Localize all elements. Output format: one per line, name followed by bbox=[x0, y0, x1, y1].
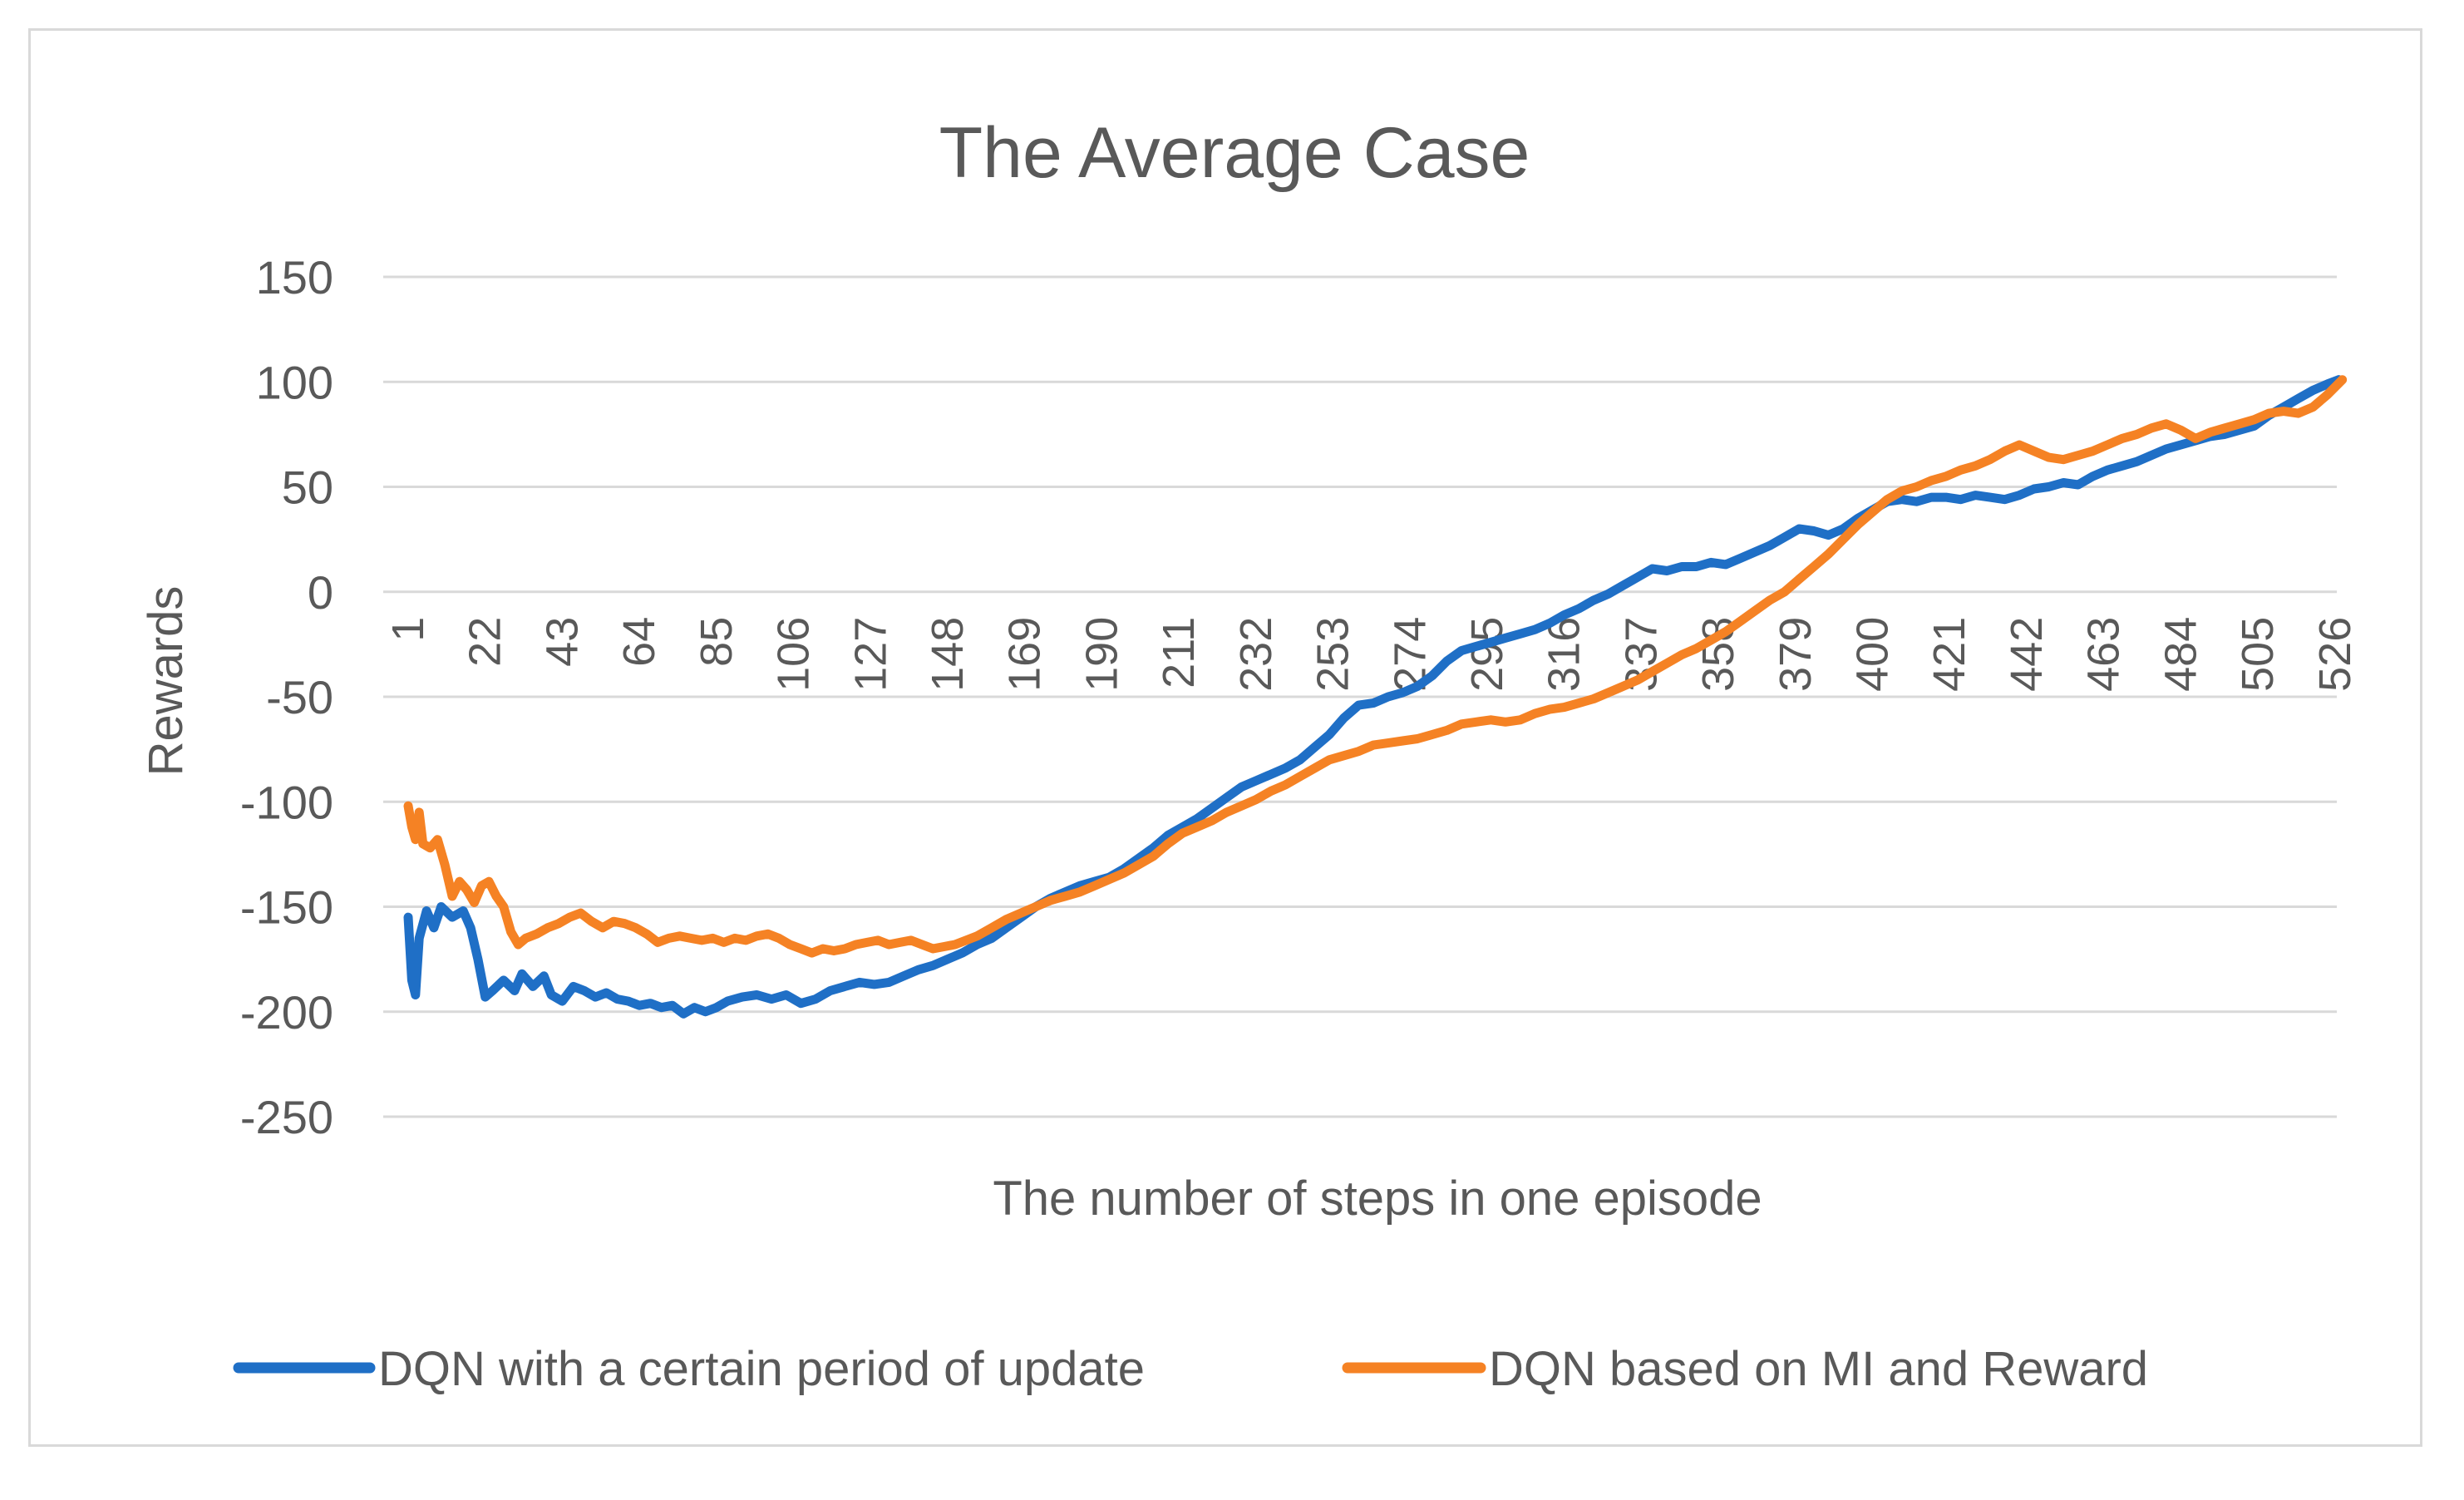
x-tick-label: 505 bbox=[2233, 617, 2283, 692]
x-tick-label: 1 bbox=[383, 617, 433, 642]
x-axis-label: The number of steps in one episode bbox=[993, 1172, 1762, 1226]
x-tick-label: 169 bbox=[1000, 617, 1050, 692]
x-tick-label: 421 bbox=[1924, 617, 1974, 692]
y-tick-label: 50 bbox=[282, 461, 333, 514]
x-tick-label: 442 bbox=[2002, 617, 2052, 692]
y-axis-tick-labels: 150 100 50 0 -50 -100 -150 -200 -250 bbox=[240, 251, 333, 1143]
series-line-1 bbox=[403, 375, 2343, 1019]
y-tick-label: -100 bbox=[240, 776, 333, 828]
x-tick-label: 232 bbox=[1231, 617, 1281, 692]
legend: DQN with a certain period of update DQN … bbox=[233, 1342, 2148, 1396]
y-tick-label: 100 bbox=[256, 356, 333, 408]
y-axis-label: Rewards bbox=[139, 586, 193, 777]
x-tick-label: 253 bbox=[1308, 617, 1358, 692]
x-tick-label: 295 bbox=[1462, 617, 1512, 692]
x-tick-label: 127 bbox=[845, 617, 895, 692]
legend-label-series-1: DQN with a certain period of update bbox=[378, 1342, 1145, 1396]
x-tick-label: 316 bbox=[1540, 617, 1589, 692]
y-tick-label: -250 bbox=[240, 1091, 333, 1143]
chart-title: The Average Case bbox=[939, 113, 1530, 193]
x-tick-label: 400 bbox=[1848, 617, 1898, 692]
x-tick-label: 463 bbox=[2079, 617, 2129, 692]
x-tick-label: 22 bbox=[461, 617, 510, 667]
y-tick-label: -150 bbox=[240, 881, 333, 934]
x-tick-label: 526 bbox=[2310, 617, 2360, 692]
series-line-2 bbox=[403, 375, 2348, 958]
x-axis-tick-labels: 1 22 43 64 85 106 127 148 169 190 211 232 253 274 295 3… bbox=[383, 617, 2360, 692]
legend-label-series-2: DQN based on MI and Reward bbox=[1489, 1342, 2148, 1396]
x-tick-label: 190 bbox=[1077, 617, 1126, 692]
x-tick-label: 148 bbox=[923, 617, 973, 692]
y-tick-label: 150 bbox=[256, 251, 333, 303]
chart-frame: The Average Case 150 100 50 0 -50 -100 -150 -20… bbox=[28, 28, 2422, 1447]
line-chart: The Average Case 150 100 50 0 -50 -100 -150 -20… bbox=[139, 113, 2360, 1396]
y-tick-label: 0 bbox=[308, 566, 333, 619]
x-tick-label: 85 bbox=[692, 617, 742, 667]
x-tick-label: 64 bbox=[614, 617, 664, 667]
y-tick-label: -50 bbox=[266, 671, 333, 723]
x-tick-label: 211 bbox=[1154, 617, 1204, 688]
x-tick-label: 379 bbox=[1771, 617, 1821, 692]
x-tick-label: 106 bbox=[769, 617, 819, 692]
x-tick-label: 484 bbox=[2156, 617, 2205, 692]
gridlines bbox=[383, 275, 2337, 1118]
x-tick-label: 43 bbox=[537, 617, 587, 667]
y-tick-label: -200 bbox=[240, 986, 333, 1039]
series-lines bbox=[403, 375, 2348, 1019]
